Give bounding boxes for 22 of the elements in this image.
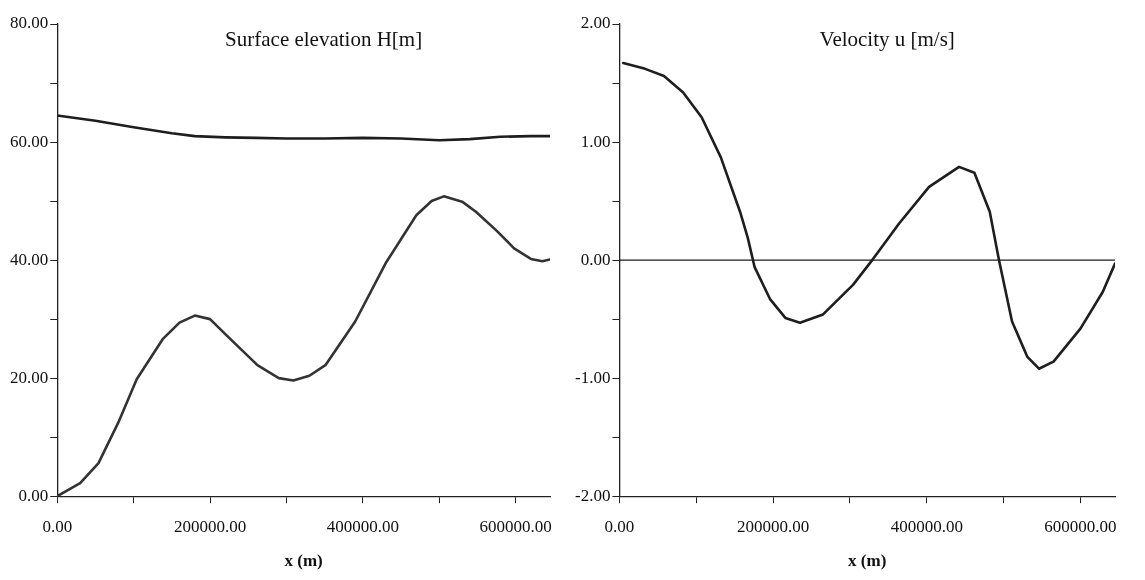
y-tick-label: 80.00: [10, 13, 49, 33]
x-tick-label: 400000.00: [326, 516, 399, 536]
x-axis-title: x (m): [848, 551, 887, 571]
x-axis-title: x (m): [284, 551, 323, 571]
y-tick-label: -2.00: [574, 485, 611, 505]
y-tick-label: 60.00: [10, 131, 49, 151]
y-tick-label: 0.00: [580, 249, 611, 269]
y-tick-label: -1.00: [574, 367, 611, 387]
x-tick-label: 400000.00: [890, 516, 963, 536]
chart-title: Surface elevation H[m]: [225, 27, 423, 52]
y-tick-label: 20.00: [10, 367, 49, 387]
x-tick-label: 0.00: [604, 516, 635, 536]
y-tick-label: 2.00: [580, 13, 611, 33]
y-tick-label: 0.00: [18, 485, 49, 505]
chart-title: Velocity u [m/s]: [819, 27, 955, 52]
x-tick-label: 600000.00: [1044, 516, 1117, 536]
y-tick-label: 40.00: [10, 249, 49, 269]
x-tick-label: 200000.00: [173, 516, 247, 536]
x-tick-label: 600000.00: [479, 516, 552, 536]
x-tick-label: 200000.00: [736, 516, 810, 536]
y-tick-label: 1.00: [580, 131, 611, 151]
x-tick-label: 0.00: [42, 516, 73, 536]
